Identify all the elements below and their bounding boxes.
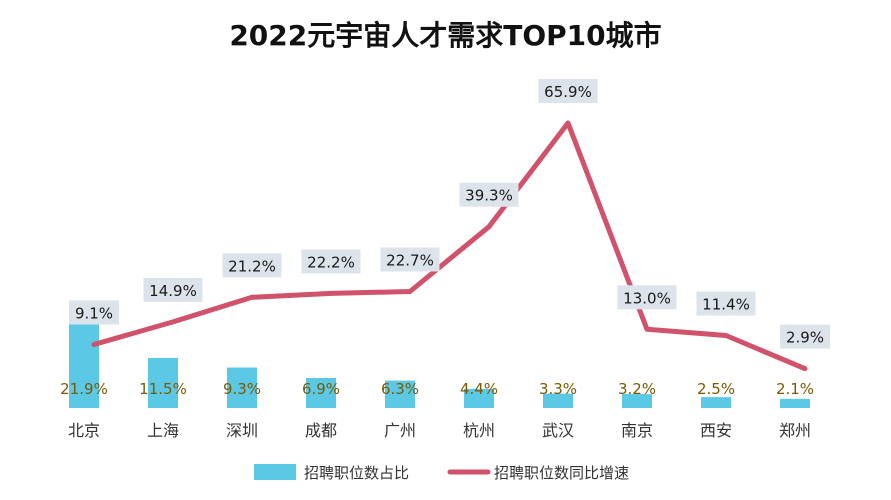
bar-label-北京: 21.9% <box>60 380 108 398</box>
line-label-杭州: 39.3% <box>465 187 513 205</box>
x-tick-label-上海: 上海 <box>147 421 179 440</box>
line-label-上海: 14.9% <box>149 282 197 300</box>
line-label-bg-成都 <box>301 249 361 274</box>
x-tick-label-郑州: 郑州 <box>779 421 811 440</box>
bar-成都 <box>306 377 336 408</box>
bar-郑州 <box>780 398 810 408</box>
legend-swatch-bar <box>254 464 296 480</box>
line-label-bg-北京 <box>69 300 119 325</box>
legend-label-bar: 招聘职位数占比 <box>304 464 409 482</box>
bar-label-广州: 6.3% <box>381 380 419 398</box>
line-label-南京: 13.0% <box>623 289 671 307</box>
line-label-bg-南京 <box>617 285 677 310</box>
x-tick-label-杭州: 杭州 <box>463 421 495 440</box>
line-label-成都: 22.2% <box>307 253 355 271</box>
bar-深圳 <box>227 367 257 408</box>
bar-label-上海: 11.5% <box>139 380 187 398</box>
bar-label-郑州: 2.1% <box>776 380 814 398</box>
x-tick-label-武汉: 武汉 <box>542 421 574 440</box>
legend-label-line: 招聘职位数同比增速 <box>494 464 629 482</box>
x-tick-label-西安: 西安 <box>700 421 732 440</box>
bar-label-武汉: 3.3% <box>539 380 577 398</box>
line-label-bg-武汉 <box>538 78 598 103</box>
bar-武汉 <box>543 393 573 408</box>
bar-label-杭州: 4.4% <box>460 380 498 398</box>
bar-南京 <box>622 394 652 408</box>
line-label-bg-广州 <box>380 247 440 272</box>
bar-label-成都: 6.9% <box>302 380 340 398</box>
x-tick-label-广州: 广州 <box>384 421 416 440</box>
bar-label-深圳: 9.3% <box>223 380 261 398</box>
bar-label-南京: 3.2% <box>618 380 656 398</box>
line-label-西安: 11.4% <box>702 296 750 314</box>
line-label-bg-郑州 <box>780 324 830 349</box>
line-label-郑州: 2.9% <box>786 329 824 347</box>
bar-label-西安: 2.5% <box>697 380 735 398</box>
bar-北京 <box>69 312 99 408</box>
bar-西安 <box>701 397 731 408</box>
line-label-广州: 22.7% <box>386 251 434 269</box>
line-series <box>91 120 808 372</box>
bar-广州 <box>385 380 415 408</box>
x-tick-label-深圳: 深圳 <box>226 421 258 440</box>
line-label-bg-杭州 <box>459 182 519 207</box>
x-tick-label-南京: 南京 <box>621 421 653 440</box>
line-label-bg-西安 <box>696 291 756 316</box>
bar-杭州 <box>464 388 494 408</box>
line-label-bg-深圳 <box>222 253 282 278</box>
chart-title: 2022元宇宙人才需求TOP10城市 <box>229 19 662 52</box>
line-label-武汉: 65.9% <box>544 83 592 101</box>
bar-上海 <box>148 357 178 408</box>
line-label-bg-上海 <box>143 277 203 302</box>
x-tick-label-北京: 北京 <box>68 421 100 440</box>
line-label-深圳: 21.2% <box>228 257 276 275</box>
x-tick-label-成都: 成都 <box>305 421 337 440</box>
line-label-北京: 9.1% <box>75 305 113 323</box>
